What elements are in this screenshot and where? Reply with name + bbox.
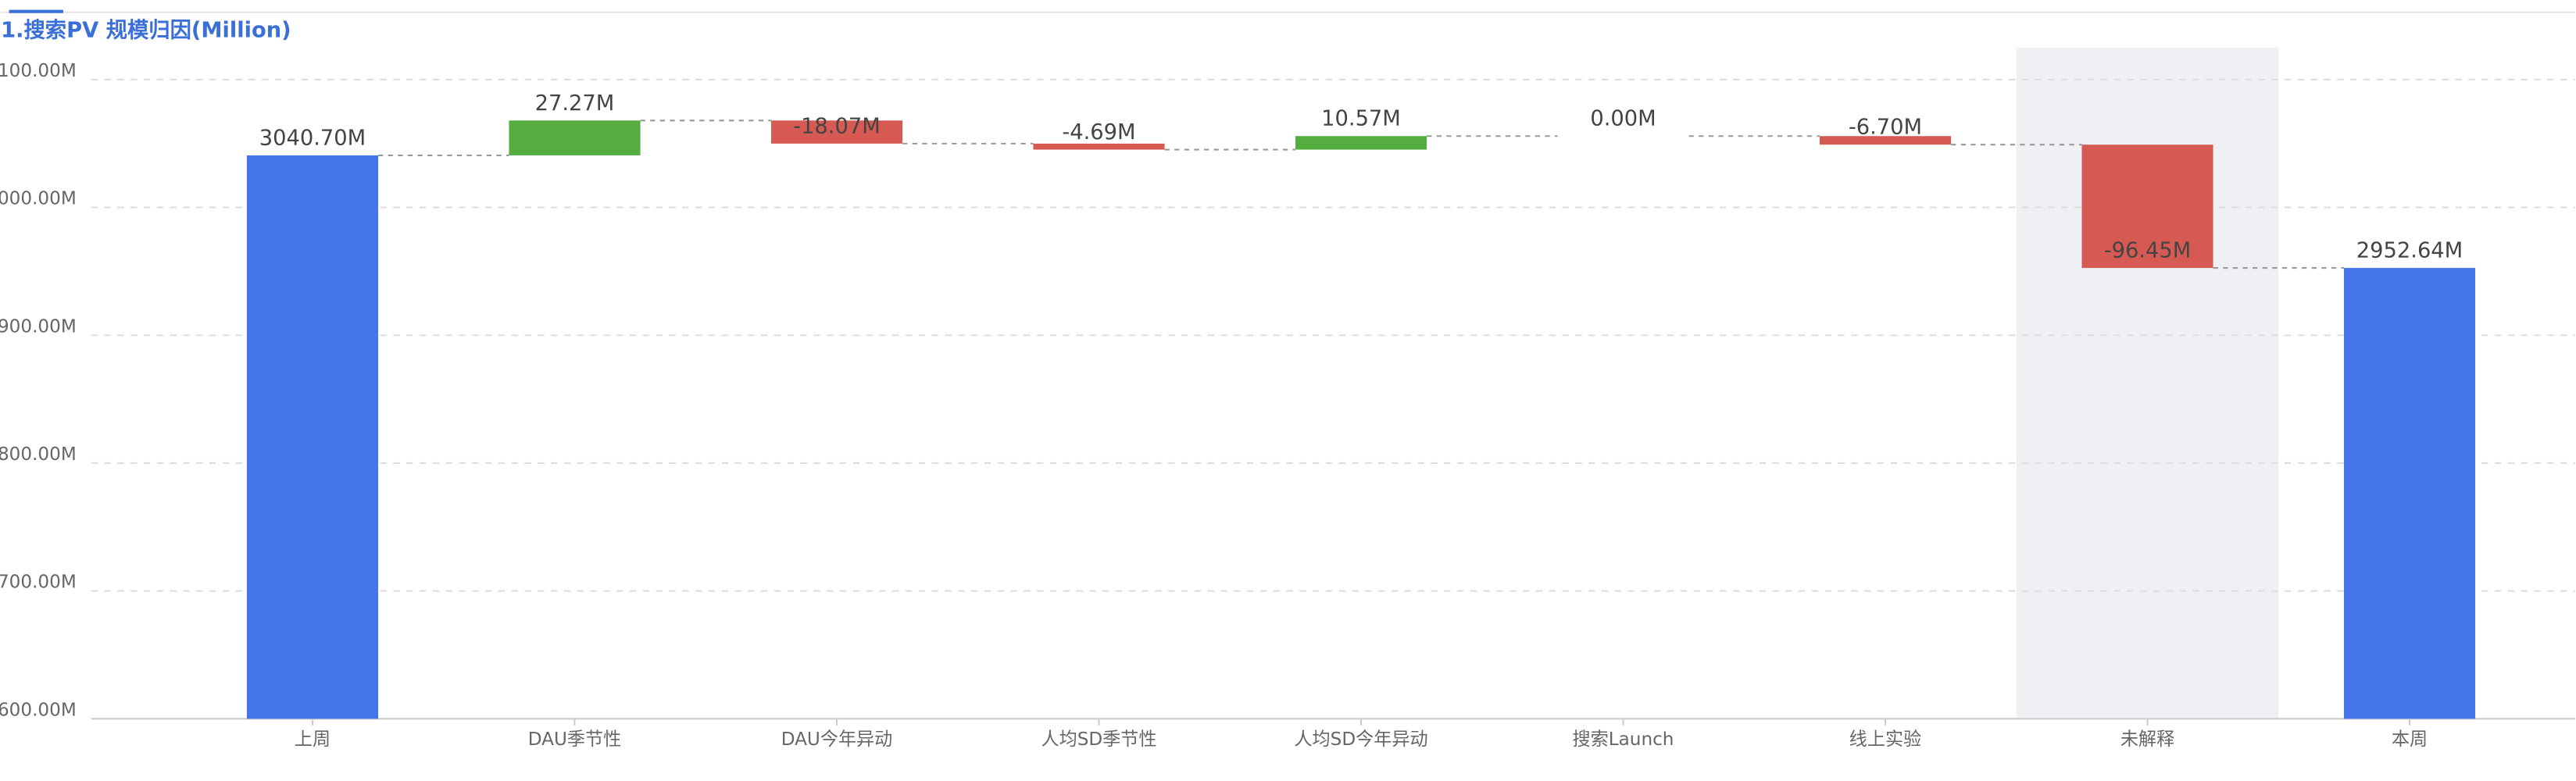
- y-tick-label: 3000.00M: [0, 189, 77, 209]
- bar: [509, 120, 641, 155]
- x-tick-label: 线上实验: [1849, 729, 1921, 750]
- bar: [2081, 144, 2213, 269]
- x-tick-label: 未解释: [2120, 729, 2174, 750]
- value-label: 27.27M: [535, 91, 615, 116]
- y-tick-label: 3100.00M: [0, 61, 77, 81]
- chart-title: 1.搜索PV 规模归因(Million): [1, 18, 291, 42]
- value-label: 10.57M: [1321, 107, 1401, 131]
- bar: [1819, 136, 1952, 145]
- y-tick-label: 2600.00M: [0, 700, 77, 720]
- value-label: -6.70M: [1849, 116, 1922, 140]
- bar: [246, 155, 379, 719]
- x-tick-label: 上周: [295, 729, 330, 750]
- bar: [1033, 143, 1165, 150]
- bar: [1295, 136, 1427, 150]
- value-label: 3040.70M: [259, 126, 366, 150]
- value-label: -18.07M: [793, 114, 881, 138]
- value-label: -4.69M: [1062, 120, 1135, 144]
- y-tick-label: 2700.00M: [0, 572, 77, 593]
- y-tick-label: 2900.00M: [0, 316, 77, 337]
- x-tick-label: DAU季节性: [528, 729, 621, 750]
- value-label: 2952.64M: [2356, 239, 2463, 263]
- bar: [2343, 268, 2476, 719]
- x-tick-label: 本周: [2392, 729, 2428, 750]
- x-tick-label: 搜索Launch: [1573, 729, 1674, 750]
- bar: [770, 120, 903, 144]
- y-tick-label: 2800.00M: [0, 444, 77, 465]
- value-label: 0.00M: [1590, 107, 1656, 131]
- x-tick-label: 人均SD今年异动: [1294, 729, 1427, 750]
- value-label: -96.45M: [2104, 239, 2192, 263]
- x-tick-label: 人均SD季节性: [1041, 729, 1156, 750]
- x-tick-label: DAU今年异动: [781, 729, 893, 750]
